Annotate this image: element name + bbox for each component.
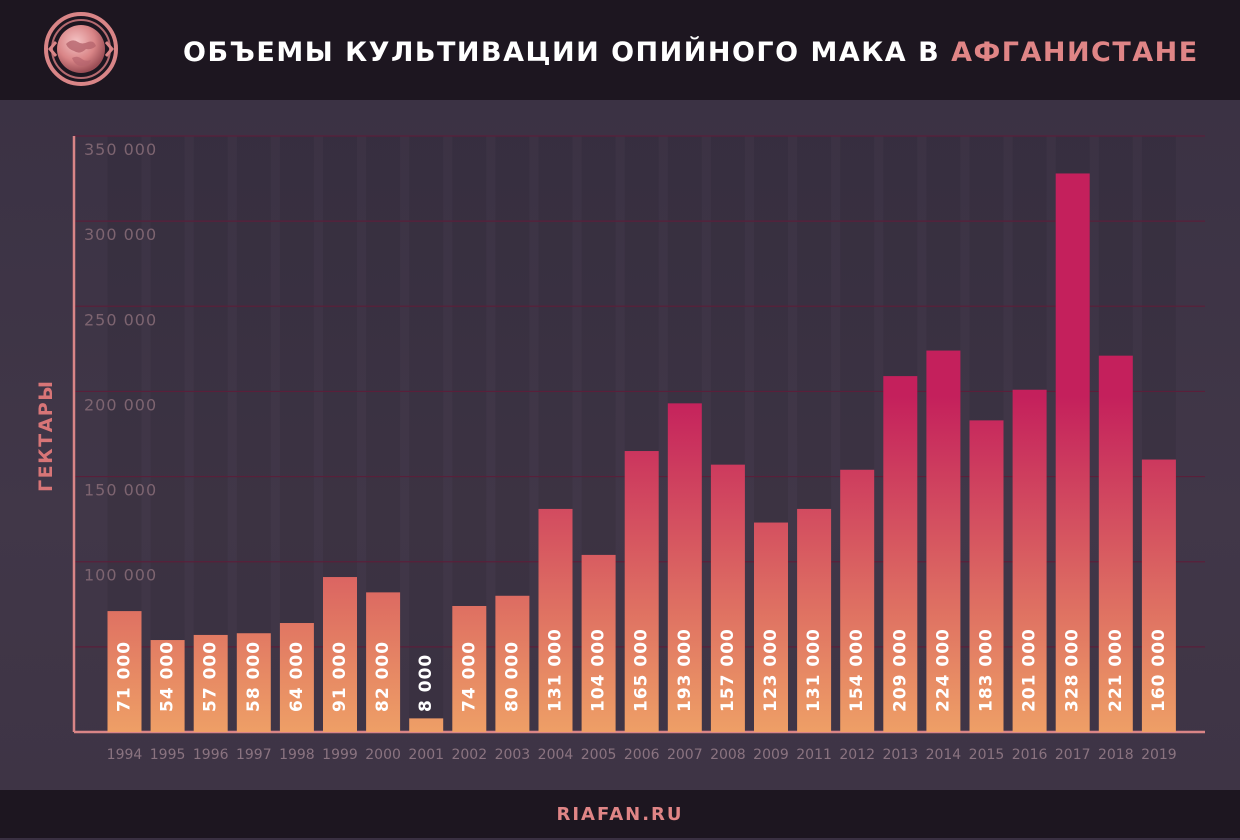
bar — [969, 420, 1004, 732]
x-tick-label: 2016 — [1012, 747, 1048, 763]
bar-value-label: 183 000 — [977, 628, 997, 712]
x-tick-label: 2014 — [926, 747, 962, 763]
x-tick-label: 2007 — [667, 747, 703, 763]
bar-value-label: 154 000 — [847, 628, 867, 712]
x-tick-label: 2001 — [408, 747, 444, 763]
bar-value-label: 64 000 — [287, 641, 307, 712]
x-tick-label: 2015 — [969, 747, 1005, 763]
bar — [710, 464, 745, 732]
bar — [1012, 389, 1047, 732]
bar-value-label: 193 000 — [675, 628, 695, 712]
x-tick-label: 1996 — [193, 747, 229, 763]
bar-value-label: 82 000 — [373, 641, 393, 712]
x-tick-label: 2017 — [1055, 747, 1091, 763]
chart-area: 100 000 150 000 200 000 250 000 300 000 350 0… — [0, 100, 1240, 790]
bar — [236, 633, 271, 732]
x-tick-label: 2008 — [710, 747, 746, 763]
globe-logo-icon — [44, 12, 118, 86]
column-bg — [193, 136, 228, 732]
bar — [1055, 173, 1090, 732]
bar-value-label: 91 000 — [330, 641, 350, 712]
bar — [409, 718, 444, 732]
bar-value-label: 157 000 — [718, 628, 738, 712]
bar — [193, 634, 228, 732]
bar-value-label: 71 000 — [115, 641, 135, 712]
bar — [667, 403, 702, 732]
x-tick-label: 2019 — [1141, 747, 1177, 763]
title-main: ОБЪЕМЫ КУЛЬТИВАЦИИ ОПИЙНОГО МАКА В — [183, 37, 952, 68]
x-tick-label: 2009 — [753, 747, 789, 763]
bar — [754, 522, 788, 732]
bar — [624, 451, 659, 732]
x-tick-label: 2003 — [495, 747, 531, 763]
x-tick-label: 2012 — [839, 747, 875, 763]
bar — [150, 640, 185, 732]
y-tick-label: 300 000 — [84, 225, 157, 244]
bar-value-label: 328 000 — [1063, 628, 1083, 712]
page-title: ОБЪЕМЫ КУЛЬТИВАЦИИ ОПИЙНОГО МАКА В АФГАН… — [183, 33, 1199, 73]
x-tick-label: 2018 — [1098, 747, 1134, 763]
x-tick-label: 2011 — [796, 747, 832, 763]
bar-value-label: 74 000 — [459, 641, 479, 712]
bar-value-label: 160 000 — [1149, 628, 1169, 712]
x-tick-label: 2013 — [882, 747, 918, 763]
bar — [883, 376, 918, 732]
bar — [107, 611, 142, 732]
bar — [452, 605, 487, 732]
x-tick-label: 2005 — [581, 747, 617, 763]
bar-value-label: 201 000 — [1020, 628, 1040, 712]
x-tick-label: 1994 — [107, 747, 143, 763]
y-tick-label: 100 000 — [84, 566, 157, 585]
bar-value-label: 165 000 — [632, 628, 652, 712]
bar — [581, 554, 616, 732]
bar — [1141, 459, 1176, 732]
bar — [366, 592, 401, 732]
bar-value-label: 221 000 — [1106, 628, 1126, 712]
bar — [323, 577, 357, 732]
site-credit: RIAFAN.RU — [556, 804, 684, 825]
x-tick-label: 1999 — [322, 747, 358, 763]
bar — [538, 508, 573, 732]
bar-value-label: 131 000 — [546, 628, 566, 712]
x-tick-label: 2006 — [624, 747, 660, 763]
y-tick-label: 250 000 — [84, 310, 157, 329]
x-tick-label: 1998 — [279, 747, 315, 763]
y-axis-label: ГЕКТАРЫ — [35, 379, 57, 492]
bar-value-label: 80 000 — [502, 641, 522, 712]
bar — [926, 350, 961, 732]
bar-chart: 100 000 150 000 200 000 250 000 300 000 350 0… — [72, 135, 1205, 763]
bar-value-label: 58 000 — [244, 641, 264, 712]
bar — [1098, 355, 1133, 732]
bar-value-label: 54 000 — [158, 641, 178, 712]
y-tick-label: 200 000 — [84, 395, 157, 414]
bar-value-label: 57 000 — [201, 641, 221, 712]
x-tick-label: 2004 — [538, 747, 574, 763]
bar-value-label: 209 000 — [890, 628, 910, 712]
x-tick-label: 1995 — [150, 747, 186, 763]
bar — [797, 508, 832, 732]
footer-bar: RIAFAN.RU — [0, 790, 1240, 838]
column-bg — [150, 136, 185, 732]
bar-value-label: 123 000 — [761, 628, 781, 712]
y-tick-label: 350 000 — [84, 140, 157, 159]
bar-value-label: 104 000 — [589, 628, 609, 712]
bar — [279, 623, 314, 732]
bar-value-label: 224 000 — [933, 628, 953, 712]
bar — [840, 469, 875, 732]
bar-value-label: 131 000 — [804, 628, 824, 712]
x-tick-label: 2000 — [365, 747, 401, 763]
title-accent: АФГАНИСТАНЕ — [951, 37, 1199, 68]
x-tick-label: 2002 — [451, 747, 487, 763]
bar — [495, 595, 530, 732]
x-tick-label: 1997 — [236, 747, 272, 763]
bar-value-label: 8 000 — [416, 654, 436, 712]
header-bar: ОБЪЕМЫ КУЛЬТИВАЦИИ ОПИЙНОГО МАКА В АФГАН… — [0, 0, 1240, 100]
column-bg — [409, 136, 444, 732]
y-tick-label: 150 000 — [84, 481, 157, 500]
column-bg — [236, 136, 271, 732]
